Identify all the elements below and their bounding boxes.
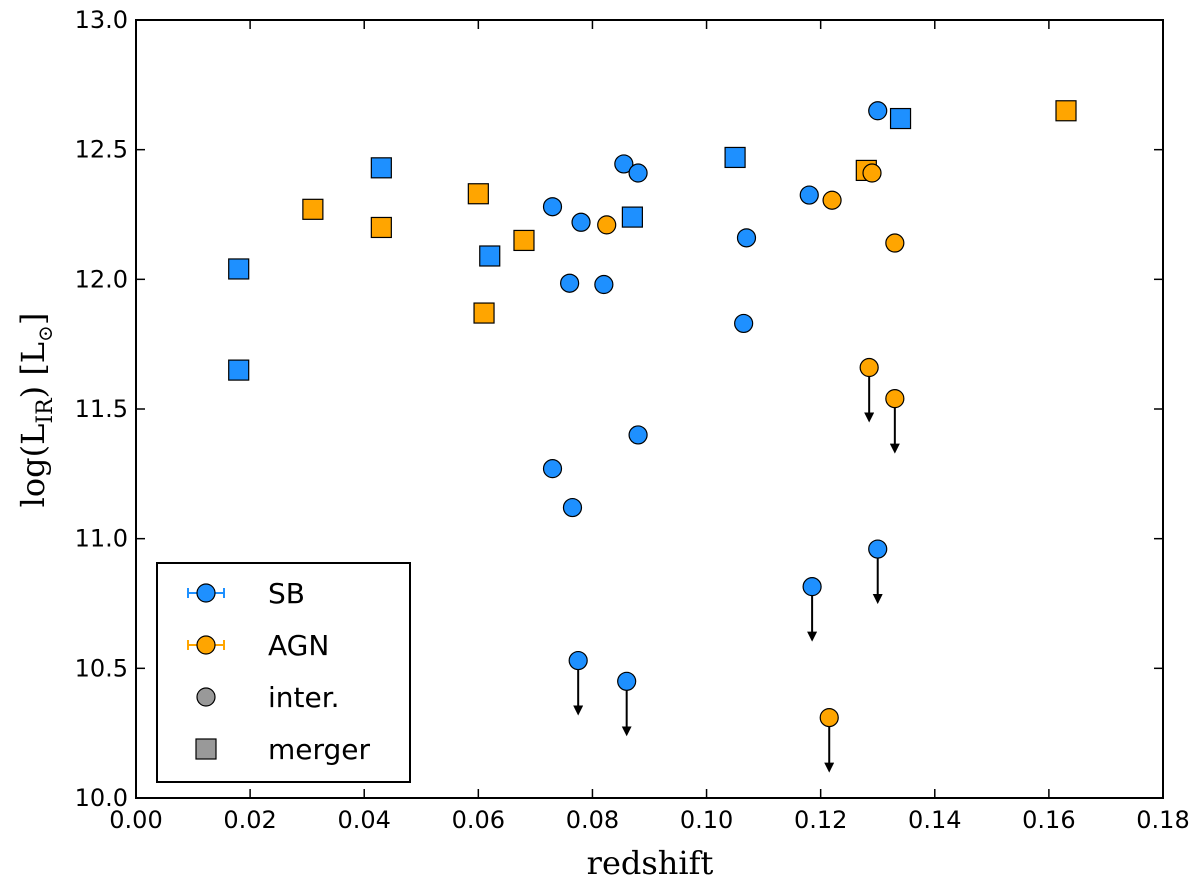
legend: SB AGN inter. merger (156, 562, 411, 783)
agn-merger-point (513, 229, 535, 252)
legend-entries: SB AGN inter. merger (187, 577, 371, 766)
y-tick-label: 13.0 (75, 6, 128, 34)
sb-merger-point (724, 146, 746, 169)
sb-inter-point (560, 273, 580, 293)
sb-inter-point (571, 212, 591, 232)
agn-inter-point (885, 233, 905, 253)
legend-label-sb: SB (268, 577, 305, 610)
y-tick-labels: 10.0 10.5 11.0 11.5 12.0 12.5 13.0 (75, 6, 128, 812)
y-tick-label: 11.5 (75, 395, 128, 423)
y-axis-label-middle: ) [L (14, 342, 52, 398)
sb-merger-point (889, 107, 912, 130)
sb-inter-point (562, 497, 583, 518)
y-tick-label: 12.5 (75, 136, 128, 164)
agn-inter-point (859, 357, 879, 378)
sb-inter-point (628, 163, 648, 183)
sb-merger-point (479, 245, 501, 267)
agn-merger-point (467, 183, 489, 205)
sb-inter-point (614, 154, 634, 174)
y-axis-label: log(LIR) [L⊙] (14, 313, 58, 508)
legend-marker-merger (195, 738, 217, 760)
x-tick-label: 0.08 (566, 806, 619, 834)
sb-inter-point (799, 185, 819, 205)
sb-inter-point (568, 650, 588, 671)
sb-merger-point (370, 157, 392, 179)
sb-inter-point (736, 228, 757, 248)
y-axis-label-prefix: log(L (14, 424, 52, 508)
sb-inter-point (802, 577, 822, 597)
x-tick-label: 0.16 (1022, 806, 1075, 834)
x-axis-label: redshift (587, 844, 714, 882)
sb-inter-point (542, 459, 563, 479)
agn-merger-point (302, 198, 324, 220)
agn-inter-point (822, 190, 842, 210)
y-axis-label-sun-symbol: ⊙ (33, 325, 57, 342)
legend-label-inter: inter. (268, 681, 340, 714)
legend-marker-inter (196, 687, 216, 707)
svg-text:log(LIR) [L⊙]: log(LIR) [L⊙] (14, 313, 58, 508)
x-tick-label: 0.02 (223, 806, 276, 834)
y-axis-label-subscript: IR (33, 397, 58, 424)
sb-inter-point (868, 101, 888, 121)
x-tick-label: 0.04 (338, 806, 391, 834)
y-tick-label: 10.0 (75, 784, 128, 812)
sb-merger-point (228, 258, 250, 280)
sb-merger-point (621, 206, 643, 228)
agn-inter-point (597, 215, 617, 235)
agn-inter-point (885, 389, 905, 409)
x-tick-label: 0.12 (794, 806, 847, 834)
agn-inter-point (819, 708, 839, 728)
axis-ticks (135, 19, 1164, 799)
sb-inter-point (734, 313, 754, 334)
sb-merger-point (228, 359, 250, 381)
y-axis-label-suffix: ] (14, 313, 52, 325)
sb-inter-point (594, 274, 614, 295)
sb-inter-point (628, 425, 648, 445)
upper-limit-arrows (573, 376, 900, 773)
legend-label-merger: merger (268, 733, 371, 766)
x-tick-label: 0.18 (1136, 806, 1189, 834)
agn-inter-point (862, 163, 882, 183)
y-tick-label: 12.0 (75, 265, 128, 293)
agn-merger-point (1055, 100, 1077, 122)
x-tick-label: 0.00 (109, 806, 162, 834)
sb-inter-point (617, 671, 637, 691)
x-tick-label: 0.06 (452, 806, 505, 834)
sb-inter-point (868, 539, 888, 559)
legend-label-agn: AGN (268, 629, 329, 662)
y-tick-label: 10.5 (75, 654, 128, 682)
y-tick-label: 11.0 (75, 525, 128, 553)
agn-merger-point (473, 302, 495, 324)
x-tick-labels: 0.00 0.02 0.04 0.06 0.08 0.10 0.12 0.14 0.16 0.18 (109, 806, 1189, 834)
data-points (228, 100, 1077, 728)
sb-inter-point (542, 197, 563, 217)
legend-marker-sb (196, 583, 216, 603)
x-tick-label: 0.14 (908, 806, 961, 834)
legend-marker-agn (196, 635, 216, 655)
x-tick-label: 0.10 (680, 806, 733, 834)
agn-merger-point (370, 216, 392, 239)
